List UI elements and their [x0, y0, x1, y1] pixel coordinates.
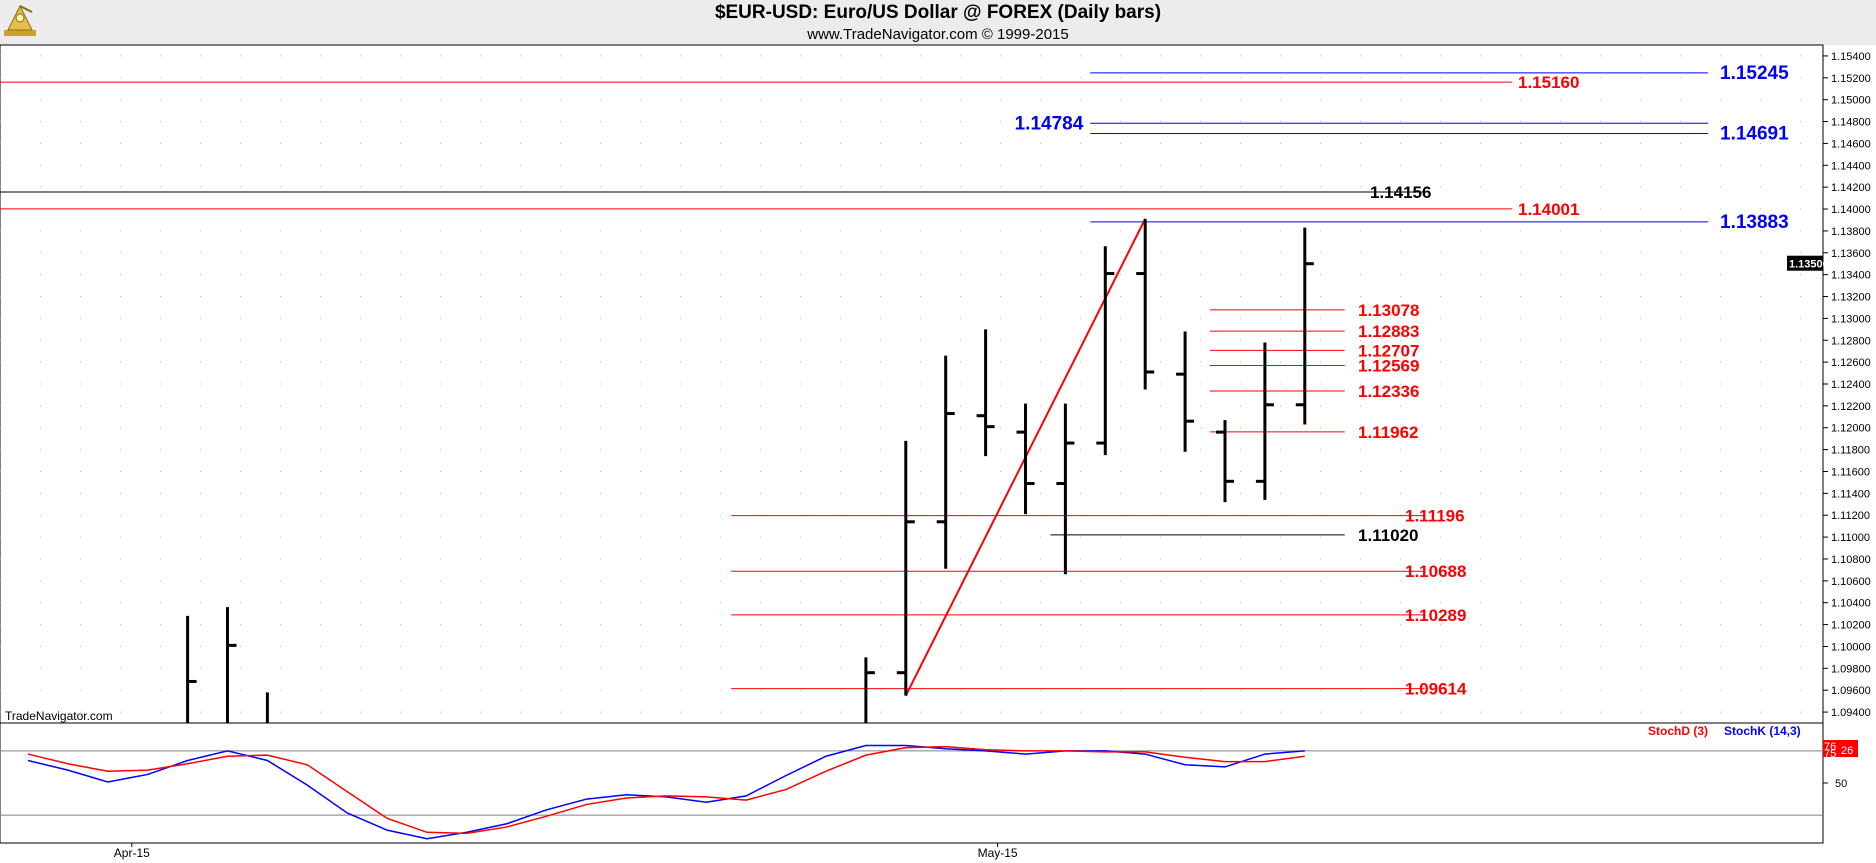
x-tick-label: May-15 — [978, 846, 1018, 860]
level-label: 1.11020 — [1358, 526, 1419, 545]
y-tick-label: 1.11200 — [1831, 510, 1870, 522]
y-tick-label: 1.12000 — [1831, 423, 1871, 435]
current-price-label: 1.13500 — [1789, 259, 1829, 271]
level-label: 1.12569 — [1358, 357, 1419, 376]
y-tick-label: 1.15000 — [1831, 95, 1871, 107]
level-label: 1.14784 — [1015, 113, 1084, 134]
level-label: 1.14691 — [1720, 123, 1789, 144]
x-tick-label: Apr-15 — [114, 846, 150, 860]
y-tick-label: 1.12600 — [1831, 357, 1871, 369]
watermark-text: TradeNavigator.com — [5, 709, 113, 723]
y-tick-label: 1.10400 — [1831, 598, 1871, 610]
osc-y-tick-label: 50 — [1835, 778, 1847, 790]
y-tick-label: 1.11800 — [1831, 445, 1870, 457]
y-tick-label: 1.11000 — [1831, 532, 1870, 544]
y-tick-label: 1.12200 — [1831, 401, 1871, 413]
y-tick-label: 1.14200 — [1831, 182, 1871, 194]
y-tick-label: 1.13600 — [1831, 248, 1871, 260]
level-label: 1.12883 — [1358, 322, 1419, 341]
level-label: 1.11196 — [1405, 507, 1465, 526]
y-tick-label: 1.10600 — [1831, 576, 1871, 588]
level-label: 1.14156 — [1370, 183, 1431, 202]
y-tick-label: 1.10800 — [1831, 554, 1871, 566]
y-tick-label: 1.11600 — [1831, 466, 1870, 478]
y-tick-label: 1.10200 — [1831, 620, 1871, 632]
osc-series-line — [27, 745, 1305, 835]
level-label: 1.13883 — [1720, 212, 1789, 233]
current-price-box — [1787, 255, 1823, 271]
y-tick-label: 1.14000 — [1831, 204, 1871, 216]
price-panel-frame — [0, 44, 1824, 724]
y-tick-label: 1.13000 — [1831, 313, 1871, 325]
level-label: 1.11962 — [1358, 423, 1419, 442]
level-label: 1.14001 — [1518, 200, 1579, 219]
y-tick-label: 1.14400 — [1831, 160, 1871, 172]
y-tick-label: 1.11400 — [1831, 488, 1870, 500]
level-label: 1.15245 — [1720, 63, 1789, 84]
y-tick-label: 1.13200 — [1831, 292, 1871, 304]
osc-value-box — [1823, 740, 1858, 757]
y-tick-label: 1.09600 — [1831, 685, 1871, 697]
y-tick-label: 1.15200 — [1831, 73, 1871, 85]
tradenavigator-logo-icon — [4, 4, 36, 36]
y-tick-label: 1.10000 — [1831, 641, 1871, 653]
osc-series-line — [27, 744, 1305, 840]
level-label: 1.10688 — [1405, 562, 1466, 581]
level-label: 1.12336 — [1358, 382, 1419, 401]
osc-value-label: 76 — [1824, 741, 1836, 753]
level-label: 1.10289 — [1405, 606, 1466, 625]
oscillator-panel-frame — [0, 722, 1824, 844]
y-tick-label: 1.14600 — [1831, 138, 1871, 150]
osc-value-label: 26 — [1841, 745, 1853, 757]
level-label: 1.12707 — [1358, 341, 1419, 360]
y-tick-label: 1.14800 — [1831, 117, 1871, 129]
chart-subtitle: www.TradeNavigator.com © 1999-2015 — [807, 26, 1069, 43]
legend-stochd: StochD (3) — [1648, 724, 1708, 738]
y-tick-label: 1.12800 — [1831, 335, 1871, 347]
level-label: 1.13078 — [1358, 301, 1419, 320]
y-tick-label: 1.12400 — [1831, 379, 1871, 391]
y-tick-label: 1.13400 — [1831, 270, 1871, 282]
level-label: 1.09614 — [1405, 680, 1467, 699]
y-tick-label: 1.13800 — [1831, 226, 1871, 238]
osc-value-label: 75 — [1824, 748, 1836, 760]
chart-header: $EUR-USD: Euro/US Dollar @ FOREX (Daily … — [0, 0, 1876, 45]
y-tick-label: 1.15400 — [1831, 51, 1871, 63]
legend-stochk: StochK (14,3) — [1724, 724, 1801, 738]
y-tick-label: 1.09400 — [1831, 707, 1871, 719]
level-label: 1.15160 — [1518, 73, 1579, 92]
chart-title: $EUR-USD: Euro/US Dollar @ FOREX (Daily … — [714, 2, 1162, 23]
y-tick-label: 1.09800 — [1831, 663, 1871, 675]
